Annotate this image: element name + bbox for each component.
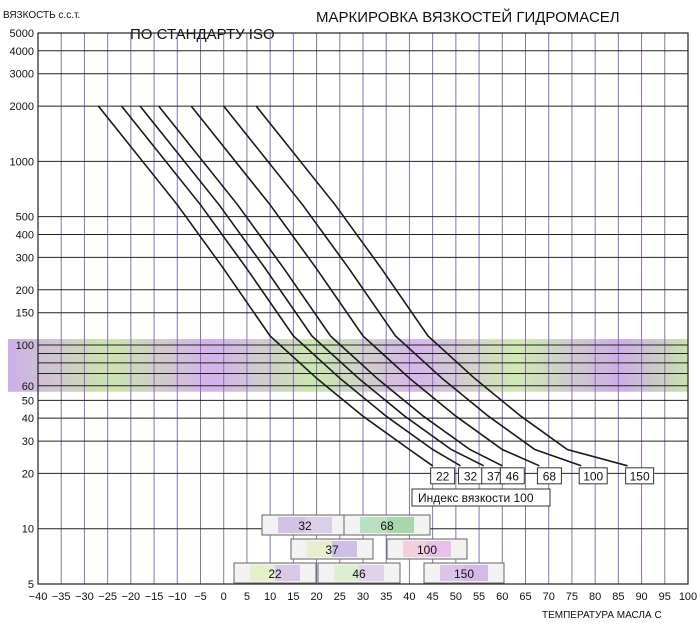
y-tick-label: 40 — [22, 413, 34, 425]
grade-box-label-22: 22 — [268, 567, 282, 581]
x-tick-label: −40 — [29, 591, 48, 603]
y-tick-label: 20 — [22, 468, 34, 480]
grade-box-fill2-100 — [427, 541, 451, 557]
x-tick-label: 65 — [519, 591, 531, 603]
y-tick-label: 30 — [22, 436, 34, 448]
grade-box-label-150: 150 — [454, 567, 474, 581]
x-tick-label: 95 — [659, 591, 671, 603]
grade-box-label-100: 100 — [417, 543, 437, 557]
x-tick-label: 45 — [427, 591, 439, 603]
legend-title: Индекс вязкости 100 — [418, 491, 534, 505]
chart-title: МАРКИРОВКА ВЯЗКОСТЕЙ ГИДРОМАСЕЛ — [316, 9, 620, 26]
series-label-box-100 — [578, 467, 608, 485]
series-label-68: 68 — [543, 469, 557, 483]
x-tick-label: 75 — [566, 591, 578, 603]
grade-box-fill2-32 — [305, 517, 332, 533]
series-label-box-46 — [499, 467, 525, 485]
y-tick-label: 5000 — [10, 28, 34, 40]
grade-box-label-68: 68 — [380, 519, 394, 533]
y-tick-label: 200 — [16, 285, 34, 297]
x-tick-label: −10 — [168, 591, 187, 603]
viscosity-band — [8, 339, 688, 392]
y-tick-label: 50 — [22, 395, 34, 407]
y-tick-label: 3000 — [10, 69, 34, 81]
y-axis-label: ВЯЗКОСТЬ с.с.т. — [3, 10, 81, 21]
x-tick-label: −25 — [98, 591, 117, 603]
y-tick-label: 100 — [16, 340, 34, 352]
grade-box-fill2-68 — [387, 517, 414, 533]
series-label-box-150 — [625, 467, 655, 485]
x-tick-label: 50 — [450, 591, 462, 603]
series-line-46 — [158, 105, 503, 467]
y-tick-label: 500 — [16, 212, 34, 224]
series-label-32: 32 — [464, 469, 478, 483]
x-tick-label: 85 — [612, 591, 624, 603]
grade-box-label-37: 37 — [325, 543, 339, 557]
x-tick-label: 30 — [357, 591, 369, 603]
x-tick-label: 90 — [635, 591, 647, 603]
grade-box-fill2-150 — [464, 565, 488, 581]
grade-box-label-46: 46 — [352, 567, 366, 581]
series-label-150: 150 — [630, 469, 650, 483]
y-tick-label: 150 — [16, 308, 34, 320]
x-tick-label: 70 — [543, 591, 555, 603]
series-label-box-68 — [536, 467, 562, 485]
y-tick-label: 60 — [22, 381, 34, 393]
x-tick-label: 60 — [496, 591, 508, 603]
x-tick-label: −15 — [145, 591, 164, 603]
x-tick-label: −5 — [194, 591, 207, 603]
x-tick-label: −20 — [122, 591, 141, 603]
x-tick-label: 100 — [679, 591, 697, 603]
series-line-150 — [255, 105, 628, 467]
x-tick-label: 15 — [287, 591, 299, 603]
grade-box-label-32: 32 — [298, 519, 312, 533]
series-line-32 — [120, 105, 461, 467]
x-tick-label: −30 — [75, 591, 94, 603]
x-axis-label: ТЕМПЕРАТУРА МАСЛА С — [542, 610, 662, 621]
x-tick-label: 35 — [380, 591, 392, 603]
x-tick-label: 5 — [244, 591, 250, 603]
x-tick-label: 20 — [310, 591, 322, 603]
grade-box-fill2-37 — [332, 541, 357, 557]
grade-box-fill2-22 — [275, 565, 300, 581]
chart-subtitle: ПО СТАНДАРТУ ISO — [124, 25, 281, 44]
series-line-68 — [190, 105, 540, 467]
y-tick-label: 10 — [22, 524, 34, 536]
series-label-100: 100 — [583, 469, 603, 483]
series-label-22: 22 — [436, 469, 450, 483]
x-tick-label: 10 — [264, 591, 276, 603]
y-tick-label: 5 — [28, 579, 34, 591]
series-label-37: 37 — [487, 469, 501, 483]
series-line-100 — [223, 105, 582, 467]
y-tick-label: 400 — [16, 229, 34, 241]
grade-box-fill2-46 — [359, 565, 384, 581]
x-tick-label: 25 — [334, 591, 346, 603]
x-tick-label: 55 — [473, 591, 485, 603]
y-tick-label: 2000 — [10, 101, 34, 113]
series-line-22 — [97, 105, 434, 467]
series-label-46: 46 — [506, 469, 520, 483]
y-tick-label: 300 — [16, 252, 34, 264]
series-label-box-22 — [430, 467, 456, 485]
series-line-37 — [139, 105, 485, 467]
x-tick-label: 80 — [589, 591, 601, 603]
x-tick-label: −35 — [52, 591, 71, 603]
x-tick-label: 40 — [403, 591, 415, 603]
y-tick-label: 1000 — [10, 156, 34, 168]
plot-frame — [37, 32, 689, 585]
legend-box — [411, 488, 551, 507]
y-tick-label: 4000 — [10, 46, 34, 58]
x-tick-label: 0 — [221, 591, 227, 603]
